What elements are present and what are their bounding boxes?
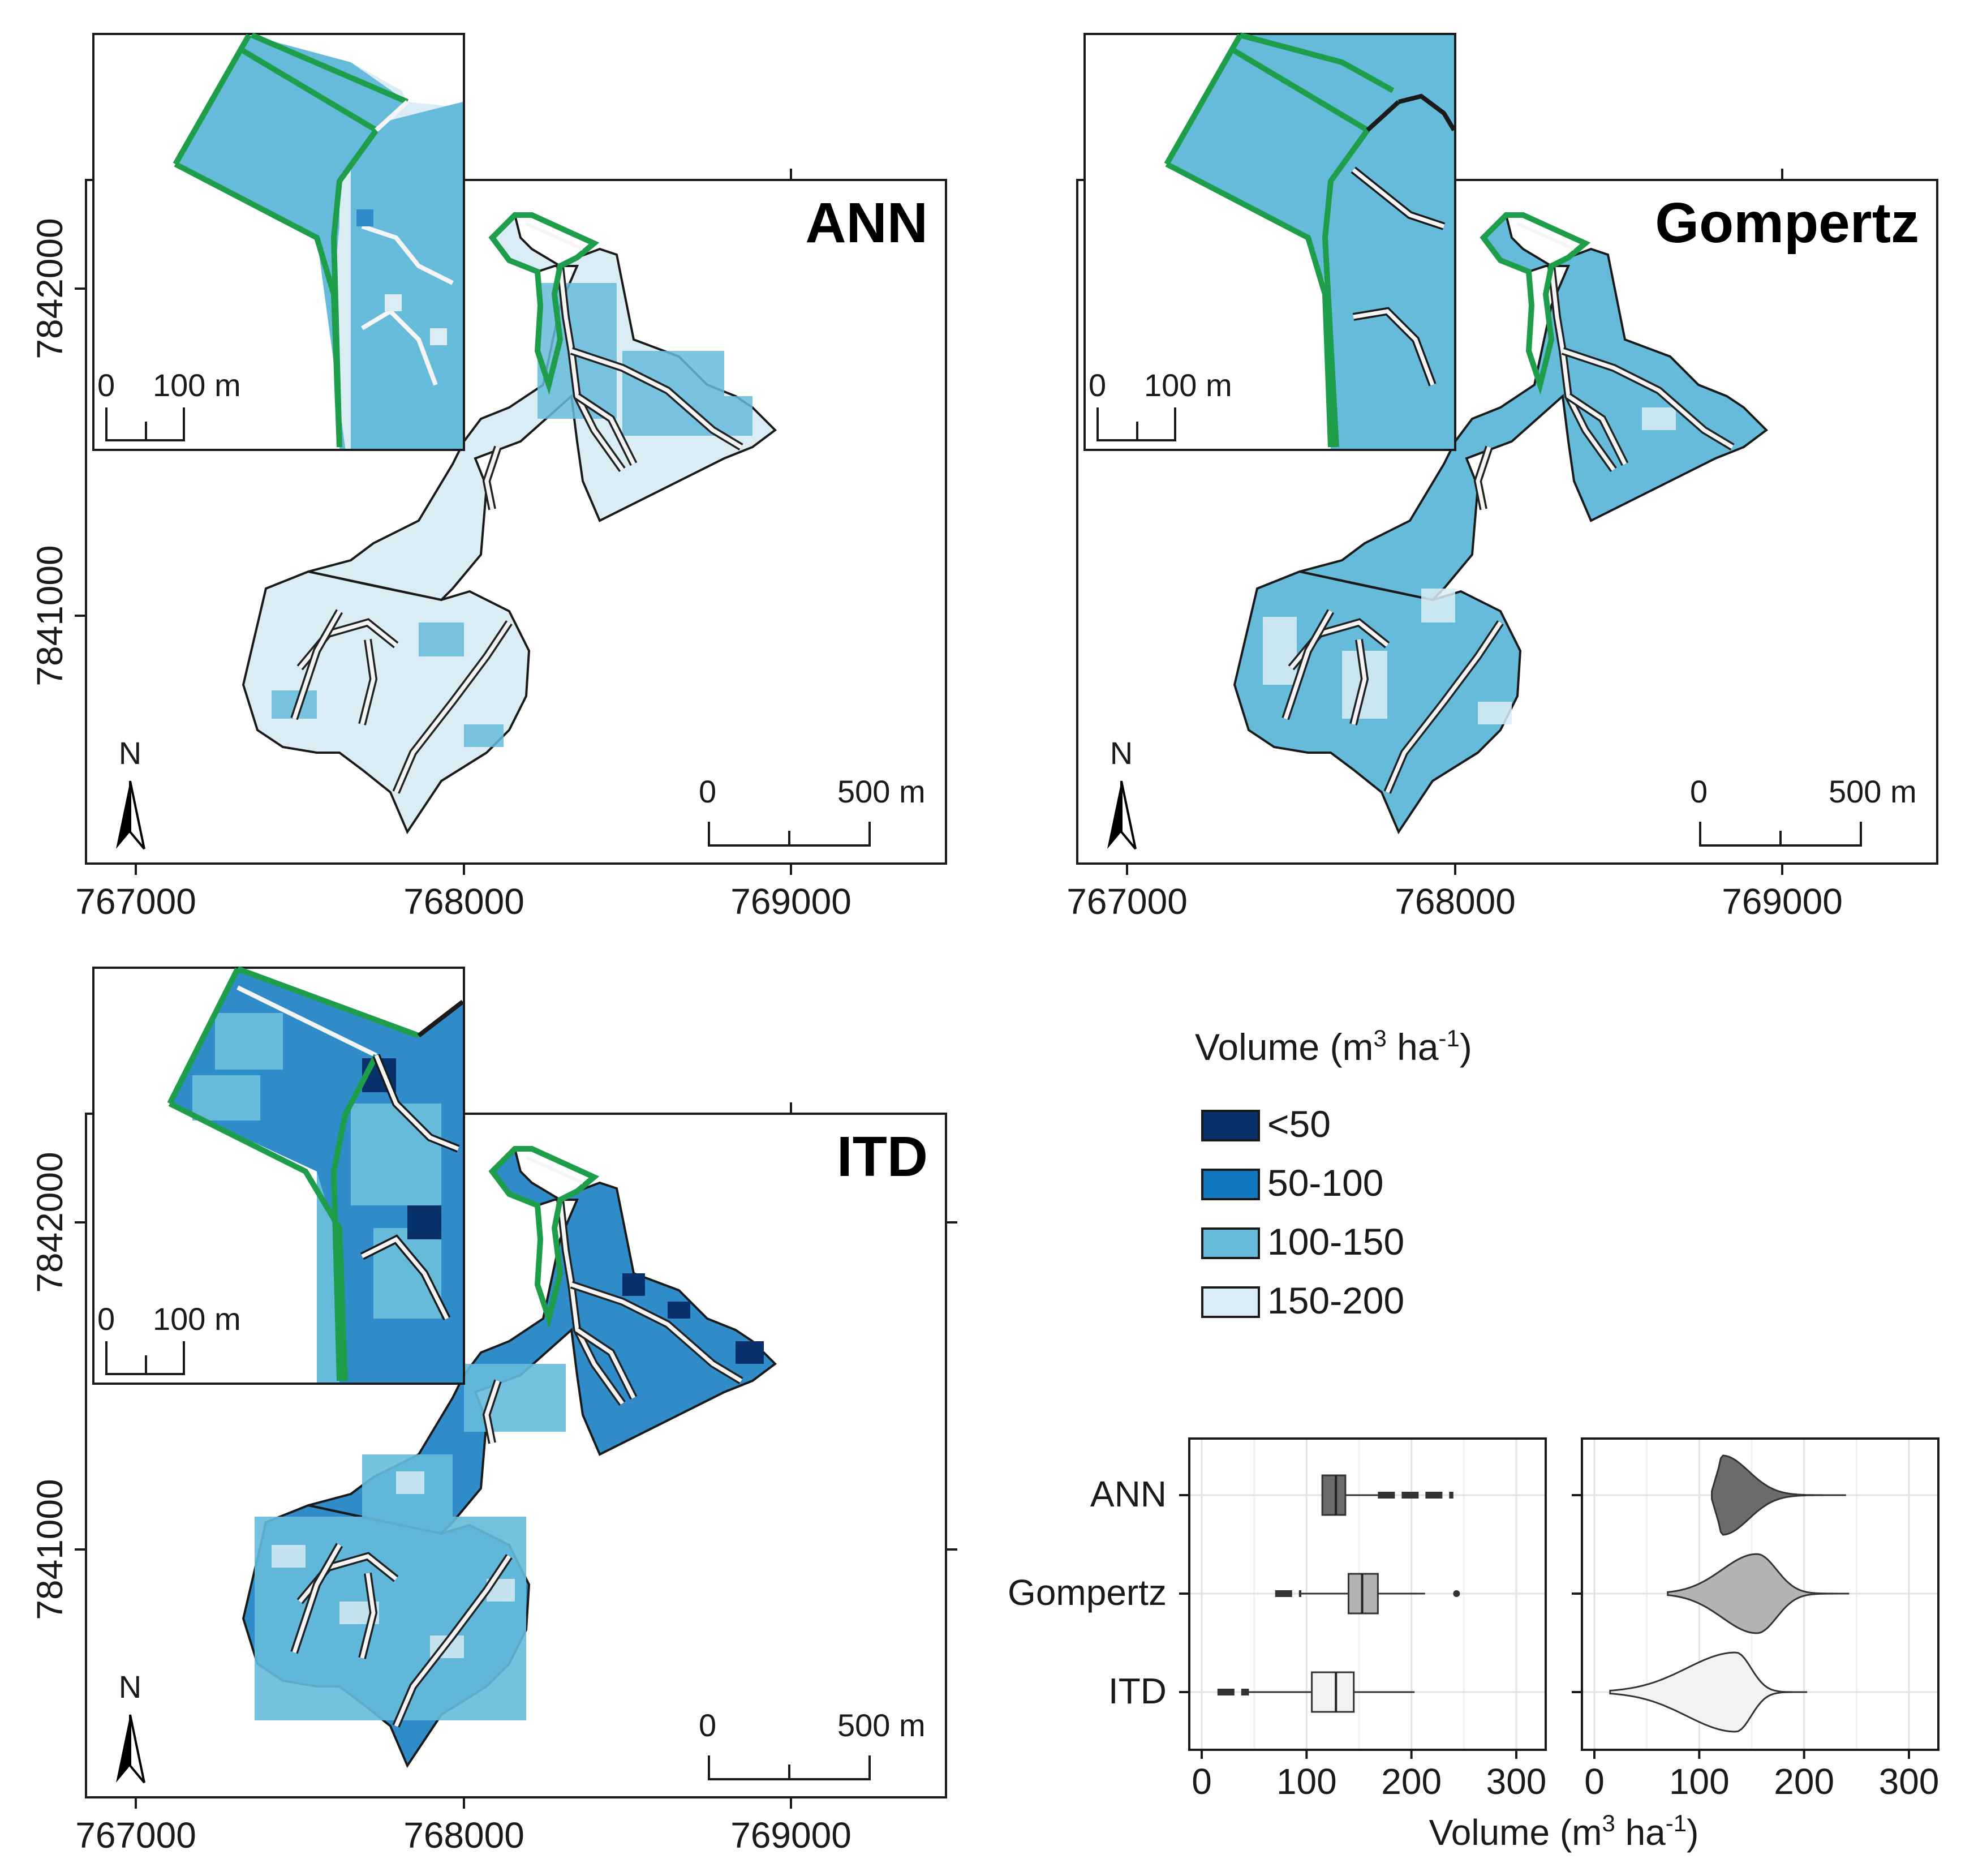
- legend-label: <50: [1267, 1103, 1331, 1145]
- x-tick-label: 200: [1381, 1761, 1442, 1802]
- x-tick-label: 300: [1879, 1761, 1940, 1802]
- legend-label: 50-100: [1267, 1162, 1384, 1204]
- inset-scale-start-label: 0: [1089, 367, 1106, 403]
- scale-end-label: 500 m: [837, 774, 926, 809]
- y-tick-7841000: 7841000: [29, 1479, 70, 1620]
- x-tick-label: 0: [1584, 1761, 1605, 1802]
- category-label-itd: ITD: [1108, 1671, 1167, 1711]
- y-tick-7841000: 7841000: [29, 545, 70, 686]
- category-label-ann: ANN: [1090, 1474, 1167, 1514]
- map-panel-ann: 0 100 m ANN 0 500 m N 767000 768000 7690…: [29, 32, 947, 922]
- inset-gompertz: 0 100 m: [1083, 32, 1456, 451]
- x-tick-769000: 769000: [730, 1815, 852, 1856]
- inset-scale-end-label: 100 m: [1144, 367, 1232, 403]
- x-tick-label: 100: [1276, 1761, 1337, 1802]
- x-axis-title: Volume (m3 ha-1): [1429, 1810, 1699, 1853]
- scale-end-label: 500 m: [837, 1707, 926, 1743]
- scale-start-label: 0: [1690, 774, 1708, 809]
- scale-start-label: 0: [699, 774, 716, 809]
- distribution-charts: ANN Gompertz ITD 0 100 200 300 0 100 200 300 V…: [1008, 1437, 1940, 1853]
- x-tick-767000: 767000: [75, 1815, 196, 1856]
- map-panel-gompertz: 0 100 m Gompertz 0 500 m N 767000 768000…: [1066, 32, 1938, 922]
- legend-swatch: [1201, 1110, 1260, 1141]
- north-label: N: [1110, 735, 1133, 771]
- x-tick-767000: 767000: [1066, 881, 1188, 922]
- inset-scale-end-label: 100 m: [153, 367, 241, 403]
- north-label: N: [119, 735, 141, 771]
- legend-label: 100-150: [1267, 1221, 1404, 1263]
- inset-scale-start-label: 0: [97, 367, 115, 403]
- box-itd: [1311, 1671, 1355, 1713]
- scalebar-ann: 0 500 m: [699, 774, 926, 847]
- x-tick-768000: 768000: [403, 1815, 524, 1856]
- map-title-itd: ITD: [837, 1125, 928, 1188]
- x-tick-label: 200: [1774, 1761, 1834, 1802]
- map-title-ann: ANN: [805, 191, 928, 255]
- scale-end-label: 500 m: [1829, 774, 1917, 809]
- x-tick-label: 300: [1486, 1761, 1547, 1802]
- x-tick-767000: 767000: [75, 881, 196, 922]
- x-tick-label: 100: [1669, 1761, 1730, 1802]
- violin-itd: [1609, 1651, 1808, 1733]
- y-tick-7842000: 7842000: [29, 1152, 70, 1293]
- x-tick-label: 0: [1192, 1761, 1212, 1802]
- map-panel-itd: 0 100 m ITD 0 500 m N 767000 768000 7690…: [29, 966, 957, 1856]
- violin-gompertz: [1667, 1553, 1850, 1634]
- x-tick-768000: 768000: [403, 881, 524, 922]
- y-tick-7842000: 7842000: [29, 218, 70, 359]
- x-tick-769000: 769000: [730, 881, 852, 922]
- inset-ann: 0 100 m: [92, 32, 465, 451]
- legend-label: 150-200: [1267, 1280, 1404, 1321]
- category-label-gompertz: Gompertz: [1008, 1572, 1167, 1613]
- inset-scale-end-label: 100 m: [153, 1301, 241, 1337]
- x-tick-768000: 768000: [1395, 881, 1516, 922]
- box-outlier: [1453, 1590, 1460, 1597]
- north-arrow-itd: N: [115, 1669, 145, 1784]
- legend: Volume (m3 ha-1) <50 50-100 100-150 150-200: [1195, 1025, 1472, 1321]
- map-title-gompertz: Gompertz: [1655, 191, 1919, 255]
- x-tick-769000: 769000: [1722, 881, 1843, 922]
- north-arrow-gompertz: N: [1106, 735, 1137, 850]
- legend-title: Volume (m3 ha-1): [1195, 1025, 1472, 1068]
- scalebar-itd: 0 500 m: [699, 1707, 926, 1780]
- legend-swatch: [1201, 1169, 1260, 1200]
- north-arrow-ann: N: [115, 735, 145, 850]
- inset-scale-start-label: 0: [97, 1301, 115, 1337]
- inset-itd: 0 100 m: [92, 966, 465, 1385]
- violin-ann: [1711, 1454, 1846, 1536]
- legend-swatch: [1201, 1286, 1260, 1318]
- north-label: N: [119, 1669, 141, 1705]
- legend-swatch: [1201, 1227, 1260, 1259]
- scalebar-gompertz: 0 500 m: [1690, 774, 1917, 847]
- box-ann: [1321, 1474, 1347, 1516]
- scale-start-label: 0: [699, 1707, 716, 1743]
